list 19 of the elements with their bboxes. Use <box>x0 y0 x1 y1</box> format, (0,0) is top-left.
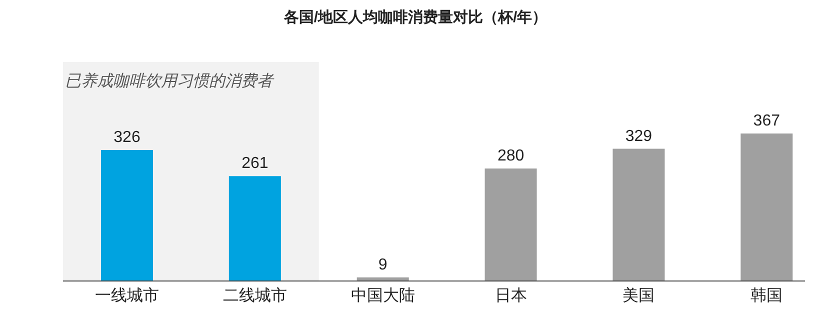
data-label: 9 <box>378 256 388 274</box>
band-label: 已养成咖啡饮用习惯的消费者 <box>65 72 275 90</box>
bar <box>228 176 281 281</box>
x-tick-label: 一线城市 <box>94 286 159 304</box>
data-label: 280 <box>497 147 524 164</box>
x-tick-label: 美国 <box>622 286 655 304</box>
bar <box>484 168 537 281</box>
x-tick-label: 二线城市 <box>222 286 287 304</box>
data-label: 329 <box>625 128 652 145</box>
bar <box>101 150 153 281</box>
data-label: 367 <box>753 112 780 130</box>
bar <box>740 134 793 281</box>
bar <box>612 148 665 281</box>
x-tick-label: 韩国 <box>750 286 783 304</box>
data-label: 261 <box>242 155 268 172</box>
x-tick-label: 日本 <box>494 286 527 304</box>
data-label: 326 <box>114 129 140 146</box>
chart-title: 各国/地区人均咖啡消费量对比（杯/年） <box>282 8 548 27</box>
x-tick-label: 中国大陆 <box>350 286 415 304</box>
